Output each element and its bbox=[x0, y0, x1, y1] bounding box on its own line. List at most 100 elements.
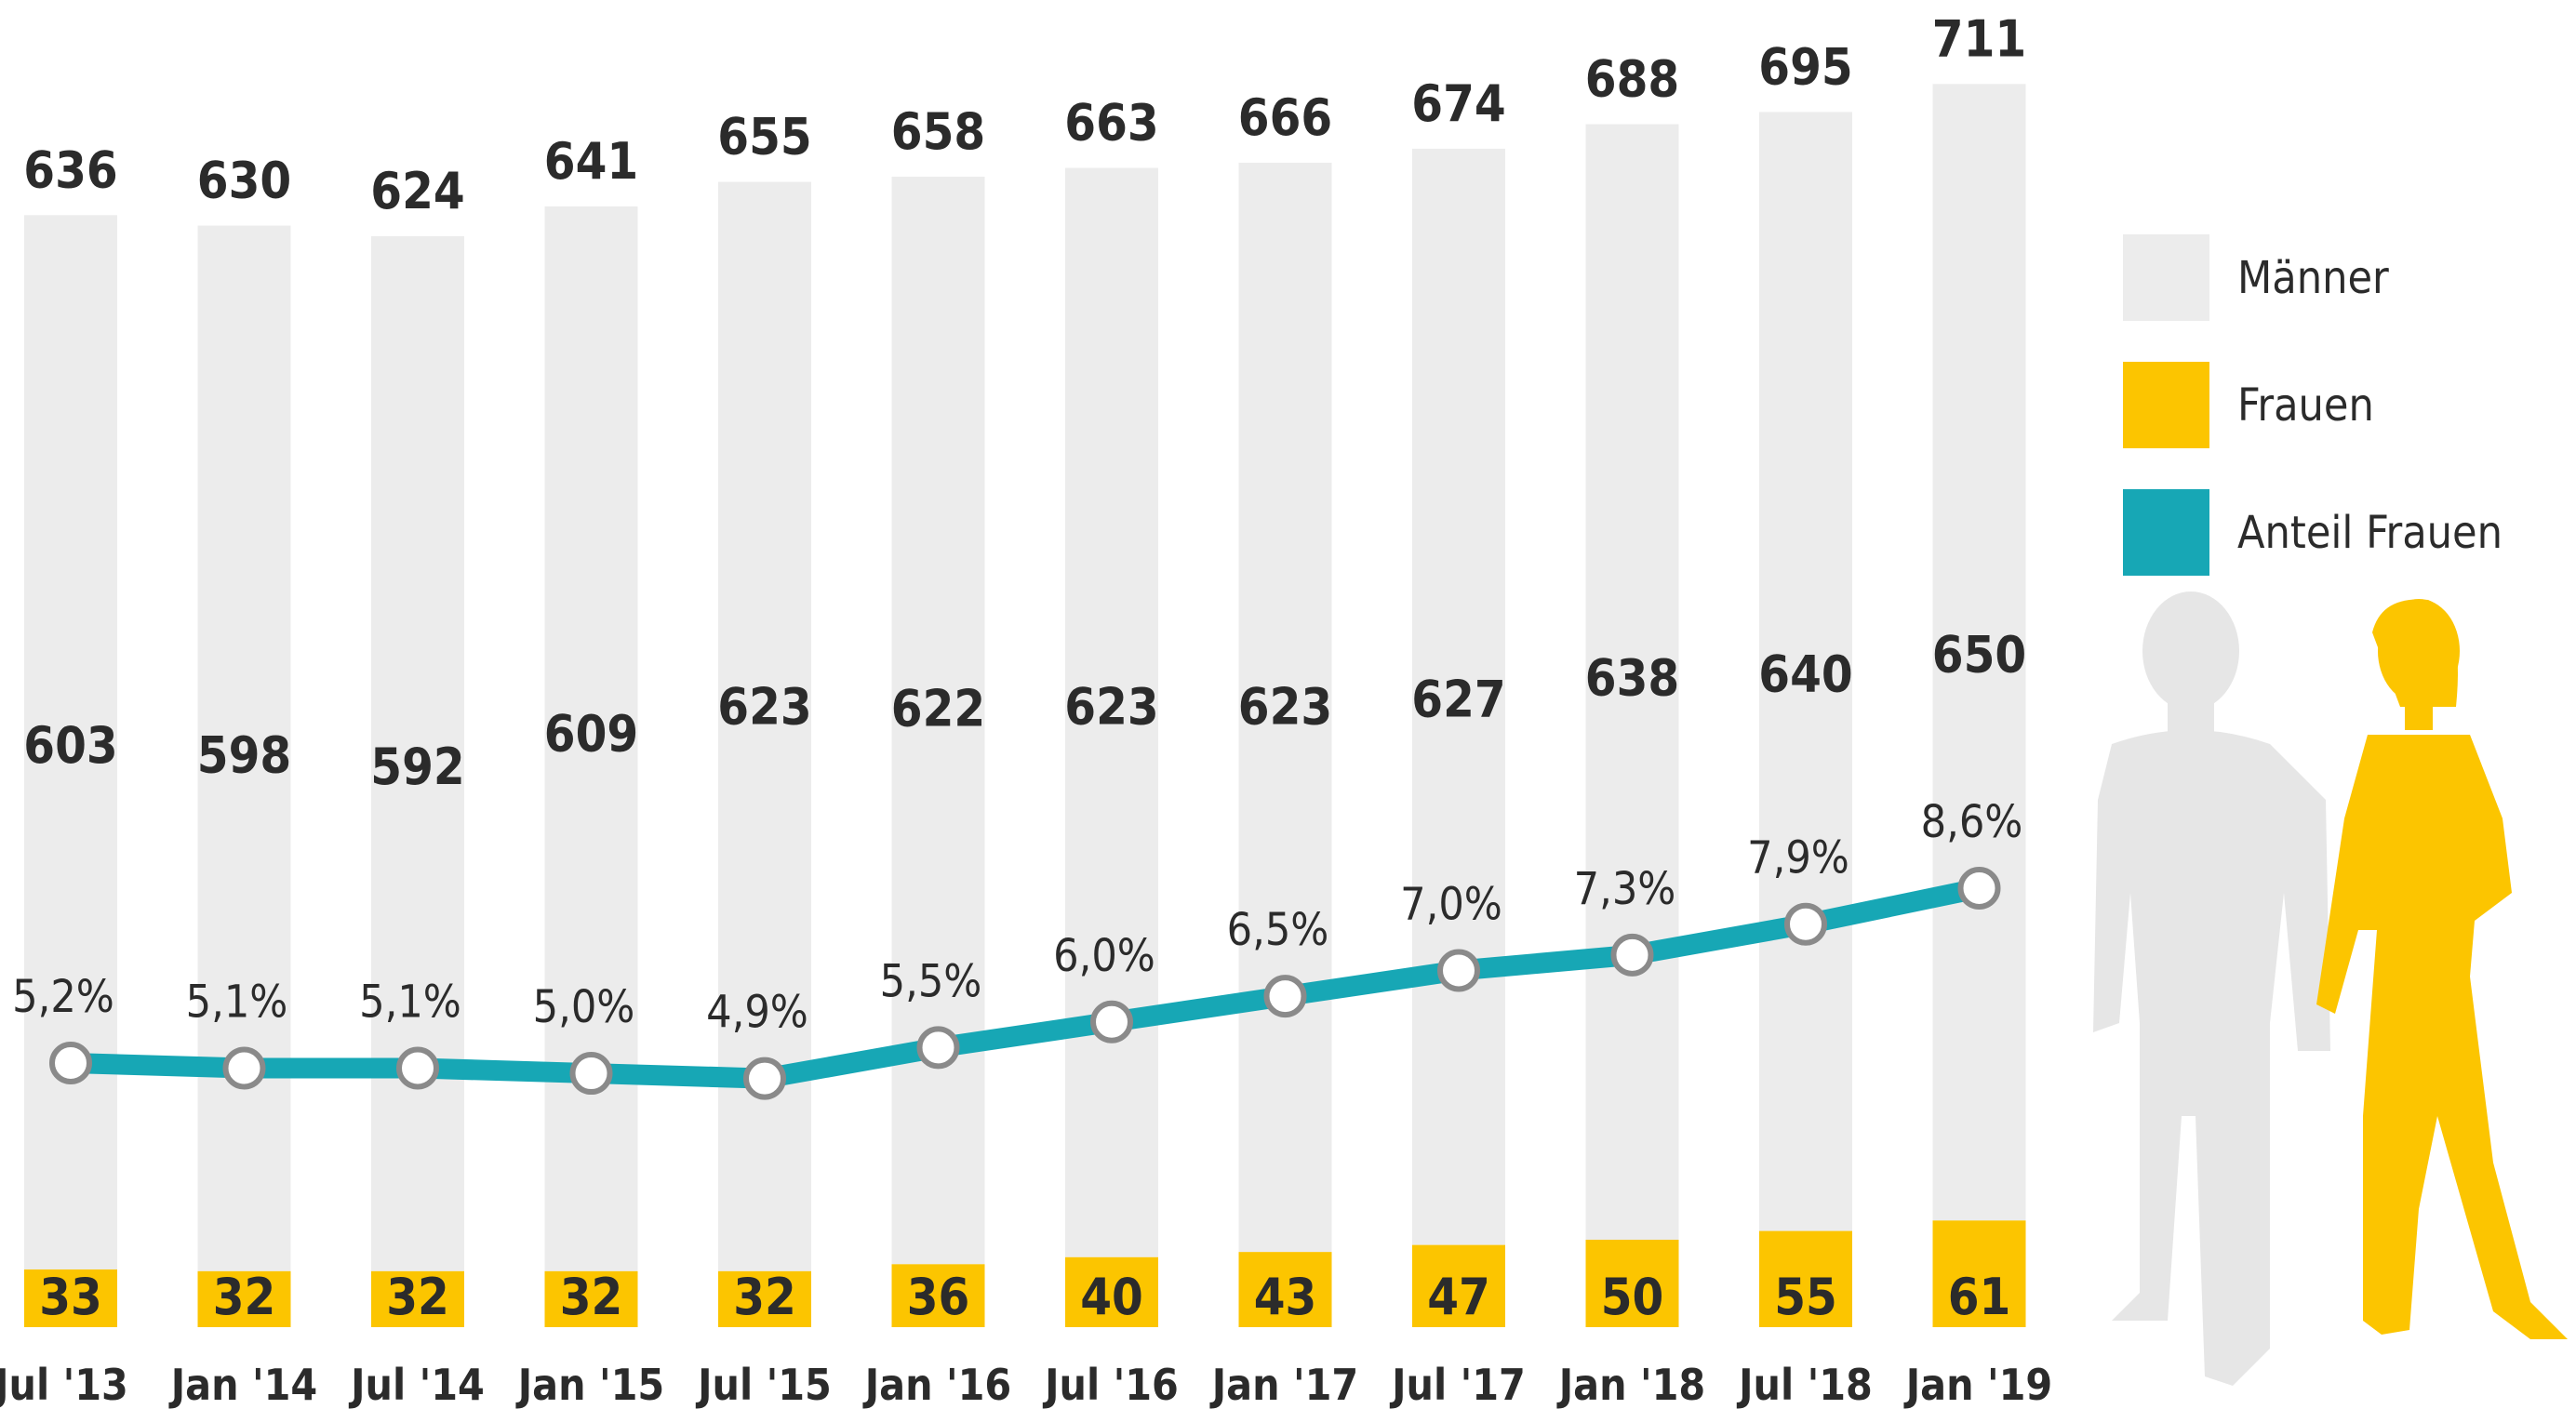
maenner-label: 622 bbox=[891, 680, 985, 738]
x-tick-label: Jul '13 bbox=[0, 1360, 128, 1409]
frauen-label: 36 bbox=[907, 1268, 970, 1326]
bar-maenner bbox=[1585, 124, 1679, 1240]
bar-frauen bbox=[24, 1269, 117, 1327]
x-tick-label: Jul '18 bbox=[1736, 1360, 1873, 1409]
maenner-label: 623 bbox=[1064, 678, 1158, 737]
bar-maenner bbox=[1065, 167, 1158, 1257]
labels: 636 603 33 Jul '13 5,2% 630 598 32 Jan '14 5,1% 62… bbox=[0, 9, 2052, 1409]
bar-maenner bbox=[1759, 112, 1852, 1231]
anteil-line bbox=[70, 878, 1982, 1089]
x-tick-label: Jul '15 bbox=[695, 1360, 832, 1409]
maenner-label: 640 bbox=[1758, 645, 1852, 703]
total-label: 655 bbox=[717, 108, 811, 166]
maenner-label: 623 bbox=[1238, 678, 1332, 737]
x-tick-label: Jan '17 bbox=[1209, 1360, 1358, 1409]
frauen-label: 33 bbox=[39, 1268, 102, 1326]
bar-frauen bbox=[1585, 1240, 1679, 1327]
percent-label: 5,1% bbox=[186, 977, 288, 1029]
bar-frauen bbox=[1065, 1256, 1158, 1327]
legend-swatch bbox=[2123, 234, 2209, 321]
bar-frauen bbox=[371, 1270, 464, 1327]
bar-frauen bbox=[1412, 1244, 1505, 1327]
maenner-label: 650 bbox=[1932, 626, 2026, 685]
total-label: 641 bbox=[544, 132, 638, 191]
percent-label: 5,5% bbox=[880, 955, 982, 1007]
percent-label: 4,9% bbox=[706, 987, 808, 1039]
maenner-label: 592 bbox=[370, 738, 464, 796]
line-point bbox=[1090, 1000, 1133, 1043]
x-tick-label: Jul '16 bbox=[1042, 1360, 1179, 1409]
woman-silhouette bbox=[2316, 599, 2568, 1339]
x-tick-label: Jan '14 bbox=[168, 1360, 317, 1409]
maenner-label: 603 bbox=[23, 716, 117, 775]
line-point bbox=[49, 1042, 92, 1084]
bar-frauen bbox=[1932, 1220, 2026, 1327]
bar-maenner bbox=[197, 225, 291, 1271]
total-label: 666 bbox=[1238, 88, 1332, 147]
total-label: 624 bbox=[370, 162, 464, 220]
percent-label: 6,5% bbox=[1227, 904, 1329, 956]
percent-label: 5,1% bbox=[359, 977, 461, 1029]
maenner-label: 609 bbox=[544, 705, 638, 764]
frauen-label: 61 bbox=[1948, 1268, 2011, 1326]
line-point bbox=[1957, 866, 2001, 910]
x-tick-label: Jul '14 bbox=[348, 1360, 485, 1409]
percent-label: 6,0% bbox=[1053, 930, 1155, 982]
percent-label: 5,0% bbox=[533, 981, 635, 1033]
x-tick-label: Jan '18 bbox=[1556, 1360, 1705, 1409]
legend-label: Anteil Frauen bbox=[2237, 507, 2503, 559]
line-point bbox=[222, 1046, 266, 1090]
frauen-label: 32 bbox=[560, 1268, 623, 1326]
man-silhouette bbox=[2093, 592, 2330, 1386]
bar-maenner bbox=[371, 235, 464, 1271]
frauen-label: 43 bbox=[1254, 1268, 1317, 1326]
bar-frauen bbox=[891, 1264, 985, 1327]
bar-frauen bbox=[1759, 1230, 1852, 1327]
total-label: 695 bbox=[1758, 37, 1852, 96]
line-point bbox=[1784, 902, 1827, 946]
line-point bbox=[743, 1057, 786, 1100]
frauen-label: 55 bbox=[1774, 1268, 1837, 1326]
x-tick-label: Jul '17 bbox=[1389, 1360, 1526, 1409]
maenner-label: 623 bbox=[717, 678, 811, 737]
line-point bbox=[1263, 975, 1307, 1018]
frauen-label: 32 bbox=[386, 1268, 449, 1326]
x-tick-label: Jan '15 bbox=[515, 1360, 664, 1409]
percent-label: 7,0% bbox=[1400, 878, 1502, 930]
frauen-label: 32 bbox=[213, 1268, 276, 1326]
percent-label: 5,2% bbox=[12, 971, 114, 1023]
bar-maenner bbox=[24, 215, 117, 1269]
percent-label: 7,9% bbox=[1747, 832, 1849, 884]
total-label: 658 bbox=[891, 102, 985, 161]
maenner-label: 598 bbox=[197, 725, 291, 784]
legend: Männer Frauen Anteil Frauen bbox=[2123, 234, 2503, 576]
bar-maenner bbox=[1932, 84, 2026, 1221]
total-label: 711 bbox=[1932, 9, 2026, 68]
percent-label: 7,3% bbox=[1574, 863, 1676, 915]
x-tick-label: Jan '19 bbox=[1903, 1360, 2052, 1409]
line-point bbox=[569, 1052, 613, 1096]
maenner-label: 638 bbox=[1585, 649, 1679, 708]
total-label: 636 bbox=[23, 140, 117, 199]
legend-label: Männer bbox=[2237, 252, 2389, 304]
total-label: 663 bbox=[1064, 94, 1158, 153]
total-label: 630 bbox=[197, 152, 291, 210]
maenner-label: 627 bbox=[1411, 670, 1505, 728]
bar-maenner bbox=[1412, 148, 1505, 1245]
line-point bbox=[916, 1026, 960, 1070]
total-label: 674 bbox=[1411, 74, 1505, 133]
bar-frauen bbox=[1238, 1252, 1332, 1327]
line-series bbox=[49, 866, 2001, 1100]
frauen-label: 32 bbox=[733, 1268, 796, 1326]
line-point bbox=[1610, 933, 1654, 977]
bar-maenner bbox=[1238, 162, 1332, 1253]
frauen-label: 40 bbox=[1080, 1268, 1143, 1326]
legend-label: Frauen bbox=[2237, 379, 2374, 432]
x-tick-label: Jan '16 bbox=[862, 1360, 1011, 1409]
frauen-label: 47 bbox=[1427, 1268, 1490, 1326]
line-point bbox=[1437, 949, 1480, 992]
line-point bbox=[396, 1046, 439, 1090]
bar-frauen bbox=[197, 1270, 291, 1327]
bar-frauen bbox=[718, 1270, 811, 1327]
